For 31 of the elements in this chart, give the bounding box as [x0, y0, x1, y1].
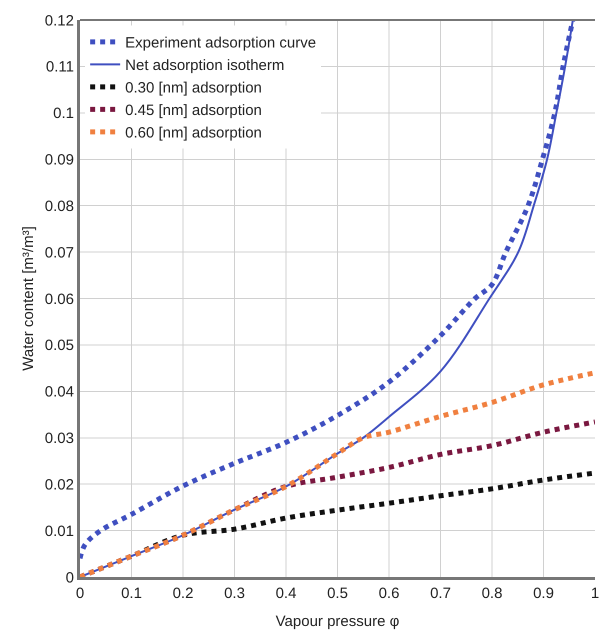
y-tick-label: 0.1 — [53, 105, 74, 122]
legend-label: 0.45 [nm] adsorption — [125, 102, 262, 120]
legend-label: Net adsorption isotherm — [125, 57, 284, 74]
y-tick-label: 0.07 — [44, 244, 74, 262]
x-tick-label: 0.4 — [276, 585, 296, 602]
y-tick-label: 0.04 — [44, 384, 74, 401]
x-tick-label: 0.9 — [533, 585, 554, 602]
y-tick-label: 0.09 — [44, 152, 74, 168]
x-tick-label: 1 — [590, 585, 600, 602]
legend-label: 0.30 [nm] adsorption — [125, 80, 262, 97]
y-tick-label: 0.02 — [44, 476, 74, 494]
y-axis-title: Water content [m³/m³] — [20, 226, 38, 371]
x-tick-label: 0.1 — [121, 585, 142, 602]
x-tick-label: 0.8 — [482, 585, 502, 602]
legend-label: 0.60 [nm] adsorption — [125, 124, 262, 142]
y-tick-label: 0.08 — [44, 198, 74, 215]
x-tick-label: 0 — [76, 585, 84, 602]
x-tick-label: 0.5 — [327, 585, 348, 602]
x-tick-label: 0.6 — [378, 585, 400, 602]
x-axis-title: Vapour pressure φ — [276, 613, 400, 630]
legend-label: Experiment adsorption curve — [125, 34, 316, 52]
y-tick-label: 0.12 — [44, 12, 74, 30]
y-tick-label: 0.06 — [44, 290, 74, 308]
x-tick-label: 0.7 — [430, 585, 451, 602]
x-tick-label: 0.2 — [172, 585, 194, 602]
y-tick-label: 0.05 — [44, 337, 74, 354]
y-tick-label: 0 — [66, 569, 74, 586]
y-tick-label: 0.03 — [44, 430, 74, 447]
x-tick-label: 0.3 — [224, 585, 245, 602]
y-tick-label: 0.01 — [44, 522, 74, 540]
y-tick-label: 0.11 — [46, 58, 74, 76]
